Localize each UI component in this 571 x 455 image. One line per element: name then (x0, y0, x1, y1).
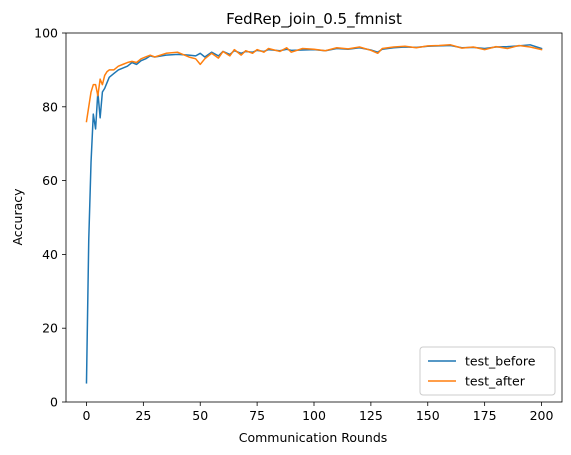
y-axis: 0 20 40 60 80 100 (34, 26, 66, 410)
x-tick-label: 200 (530, 408, 554, 423)
x-tick-label: 75 (249, 408, 265, 423)
x-tick-label: 100 (302, 408, 326, 423)
chart-title: FedRep_join_0.5_fmnist (226, 10, 402, 29)
y-tick-label: 80 (42, 99, 58, 114)
x-tick-label: 0 (83, 408, 91, 423)
legend: test_before test_after (419, 346, 556, 396)
legend-box (419, 346, 556, 396)
x-tick-label: 150 (416, 408, 440, 423)
x-tick-label: 25 (135, 408, 151, 423)
y-tick-label: 100 (34, 26, 58, 41)
y-tick-label: 0 (50, 395, 58, 410)
y-tick-label: 20 (42, 321, 58, 336)
x-tick-label: 50 (192, 408, 208, 423)
legend-label-test-after: test_after (465, 374, 526, 389)
y-tick-label: 60 (42, 173, 58, 188)
x-axis: 0 25 50 75 100 125 150 175 200 (83, 402, 554, 423)
x-axis-title: Communication Rounds (239, 430, 388, 445)
series-line-test-after (85, 44, 543, 123)
x-tick-label: 175 (473, 408, 497, 423)
y-tick-label: 40 (42, 247, 58, 262)
legend-label-test-before: test_before (465, 354, 536, 369)
y-axis-title: Accuracy (10, 188, 25, 246)
x-tick-label: 125 (359, 408, 383, 423)
